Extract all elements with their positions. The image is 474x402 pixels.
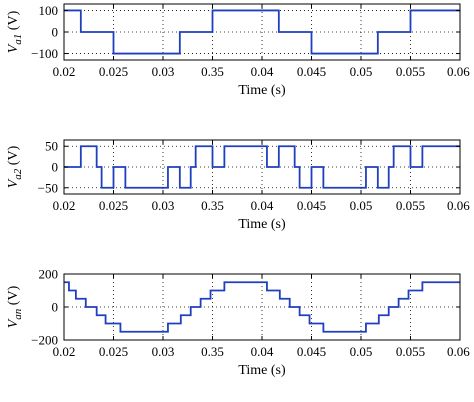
y-axis-label-unit: (V) [6, 145, 21, 168]
chart-panel-3: 0.02 0.025 0.03 0.35 0.04 0.045 0.05 0.055 0.06 2… [6, 267, 470, 379]
y-axis-label-unit: (V) [6, 10, 21, 33]
y-tick-label: −50 [38, 180, 58, 195]
y-axis-label-unit: (V) [6, 285, 21, 308]
y-axis-label-subscript: an [12, 308, 24, 320]
x-tick-label: 0.02 [53, 344, 76, 359]
chart-panel-2: 0.02 0.025 0.03 0.35 0.04 0.045 0.05 0.055 0.06 5… [6, 139, 470, 232]
y-axis-label-symbol: V [6, 43, 21, 53]
y-axis-label-subscript: a1 [12, 34, 24, 45]
x-tick-label: 0.04 [251, 198, 274, 213]
x-tick-label: 0.35 [201, 344, 224, 359]
y-tick-label: 200 [39, 267, 59, 282]
x-tick-label: 0.06 [447, 198, 470, 213]
y-axis-label: Van (V) [6, 285, 24, 328]
x-tick-label: 0.06 [447, 64, 470, 79]
y-axis-label: Va2 (V) [6, 145, 24, 188]
series-line-2 [64, 145, 460, 189]
y-tick-label: −200 [31, 333, 58, 348]
x-tick-label: 0.04 [251, 64, 274, 79]
x-tick-label: 0.055 [396, 64, 425, 79]
x-axis-label: Time (s) [238, 363, 286, 378]
series-line-1 [64, 9, 460, 55]
x-tick-label: 0.03 [152, 344, 175, 359]
y-axis-label: Va1 (V) [6, 10, 24, 53]
y-tick-label: 0 [52, 160, 59, 175]
y-tick-label: 0 [52, 25, 59, 40]
y-axis-label-symbol: V [6, 318, 21, 328]
x-tick-label: 0.03 [152, 198, 175, 213]
x-tick-label: 0.045 [297, 64, 326, 79]
x-tick-label: 0.055 [396, 198, 425, 213]
y-tick-label: 50 [45, 139, 58, 154]
x-tick-label: 0.04 [251, 344, 274, 359]
x-tick-label: 0.045 [297, 198, 326, 213]
x-tick-label: 0.025 [99, 198, 128, 213]
x-tick-label: 0.055 [396, 344, 425, 359]
x-axis-label: Time (s) [238, 83, 286, 98]
y-axis-label-subscript: a2 [12, 168, 24, 180]
y-tick-label: −100 [31, 46, 58, 61]
x-axis-label: Time (s) [238, 217, 286, 232]
chart-panel-1: 0.02 0.025 0.03 0.35 0.04 0.045 0.05 0.055 0.06 1… [6, 3, 470, 98]
x-tick-label: 0.045 [297, 344, 326, 359]
series-line-3 [64, 281, 460, 333]
x-tick-label: 0.05 [350, 198, 373, 213]
x-tick-label: 0.35 [201, 64, 224, 79]
x-tick-label: 0.06 [447, 344, 470, 359]
x-tick-label: 0.05 [350, 344, 373, 359]
x-tick-label: 0.02 [53, 198, 76, 213]
x-tick-label: 0.05 [350, 64, 373, 79]
x-tick-label: 0.03 [152, 64, 175, 79]
x-tick-label: 0.025 [99, 344, 128, 359]
y-tick-label: 0 [52, 300, 59, 315]
y-axis-label-symbol: V [6, 178, 21, 188]
x-tick-label: 0.35 [201, 198, 224, 213]
x-tick-label: 0.025 [99, 64, 128, 79]
x-tick-label: 0.02 [53, 64, 76, 79]
y-tick-label: 100 [39, 3, 59, 18]
